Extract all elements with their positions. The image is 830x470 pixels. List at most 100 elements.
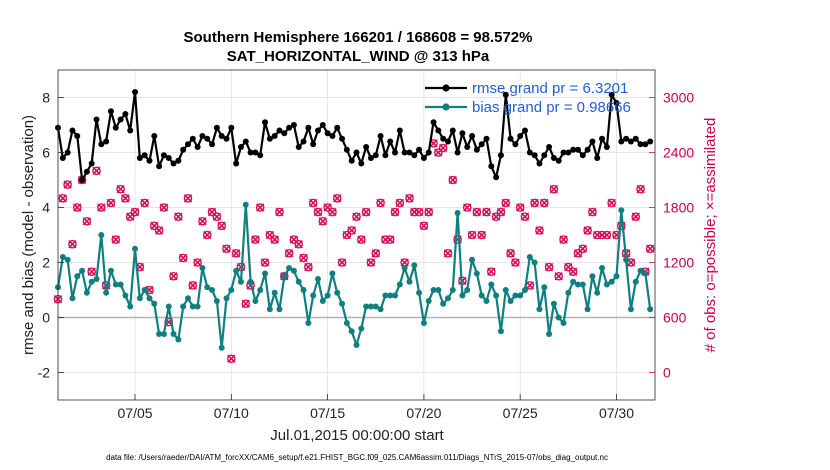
obs-possible-marker [487,267,496,276]
obs-possible-marker [183,194,193,203]
bias-point [560,320,567,326]
obs-possible-marker [159,203,169,212]
rmse-point [136,155,143,161]
obs-possible-marker [337,258,347,267]
obs-assimilated-marker [544,262,554,272]
legend-marker [442,84,450,92]
obs-possible-marker [58,194,68,203]
bias-point [228,287,235,293]
obs-assimilated-marker [501,198,510,208]
bias-point [541,284,548,291]
x-axis-label: Jul.01,2015 00:00:00 start [270,427,444,444]
bias-point [647,306,654,313]
obs-possible-marker [636,184,645,194]
y2-tick-label: 600 [663,310,687,326]
rmse-point [79,177,86,183]
y-tick-label: 2 [42,255,50,271]
rmse-point [478,141,485,148]
x-tick-label: 07/20 [406,405,441,421]
x-tick-label: 07/25 [503,405,538,421]
rmse-point [281,130,288,137]
bias-point [613,273,620,280]
rmse-point [122,111,129,117]
rmse-point [204,135,211,142]
legend-label: rmse grand pr = 6.3201 [472,80,628,97]
bias-point [257,287,264,293]
bias-point [334,289,341,296]
bias-point [180,303,187,310]
rmse-point [531,152,538,159]
rmse-point [348,157,355,164]
rmse-point [377,133,384,139]
obs-possible-marker [357,235,366,244]
bias-point [377,306,384,313]
obs-possible-marker [270,235,279,244]
bias-point [59,254,66,260]
bias-point [392,292,399,299]
bias-point [343,320,350,326]
obs-assimilated-marker [520,212,530,221]
obs-assimilated-marker [294,240,303,249]
bias-point [430,287,437,293]
bias-point [310,292,317,299]
rmse-point [526,149,533,156]
obs-assimilated-marker [607,198,616,208]
obs-assimilated-marker [530,198,539,208]
obs-possible-marker [227,354,236,364]
rmse-point [237,144,244,150]
rmse-point [165,155,172,161]
obs-assimilated-marker [357,235,366,244]
obs-possible-marker [332,194,342,203]
rmse-point [156,163,163,170]
obs-possible-marker [149,221,159,231]
obs-assimilated-marker [472,207,482,217]
obs-possible-marker [631,212,641,221]
obs-assimilated-marker [140,198,149,208]
rmse-point [257,152,264,159]
bias-point [305,320,312,326]
obs-assimilated-marker [97,203,106,212]
obs-possible-marker [289,235,299,244]
bias-point [454,210,461,216]
legend-marker [442,103,450,111]
obs-possible-marker [414,207,424,217]
obs-assimilated-marker [260,258,270,267]
obs-possible-marker [212,212,222,221]
bias-point [473,270,480,277]
bias-point [623,256,630,263]
bias-point [281,273,288,280]
bias-point [449,287,456,293]
rmse-point [483,135,490,142]
obs-possible-marker [265,230,275,240]
obs-possible-marker [405,194,414,203]
obs-possible-marker [299,253,308,263]
obs-assimilated-marker [193,258,202,267]
obs-assimilated-marker [328,207,337,217]
obs-assimilated-marker [87,267,96,276]
bias-point [637,267,644,274]
rmse-point [276,127,283,134]
bias-point [570,278,577,285]
obs-assimilated-marker [540,198,549,208]
bias-point [574,281,581,288]
bias-point [522,287,529,293]
bias-point [526,254,533,260]
rmse-point [324,130,331,137]
obs-possible-marker [554,271,564,281]
legend-label: bias grand pr = 0.98666 [472,99,631,116]
obs-assimilated-marker [304,262,313,272]
obs-assimilated-marker [116,185,125,194]
obs-possible-marker [347,226,356,235]
obs-assimilated-marker [275,207,284,217]
obs-assimilated-marker [636,185,645,194]
obs-possible-marker [63,180,72,189]
rmse-point [502,91,509,98]
bias-point [420,320,427,326]
obs-possible-marker [482,207,491,217]
obs-possible-marker [501,198,511,208]
obs-assimilated-marker [222,244,231,253]
obs-assimilated-marker [154,226,164,235]
obs-possible-marker [645,244,655,254]
y-tick-label: 8 [42,90,50,106]
rmse-point [141,152,148,159]
